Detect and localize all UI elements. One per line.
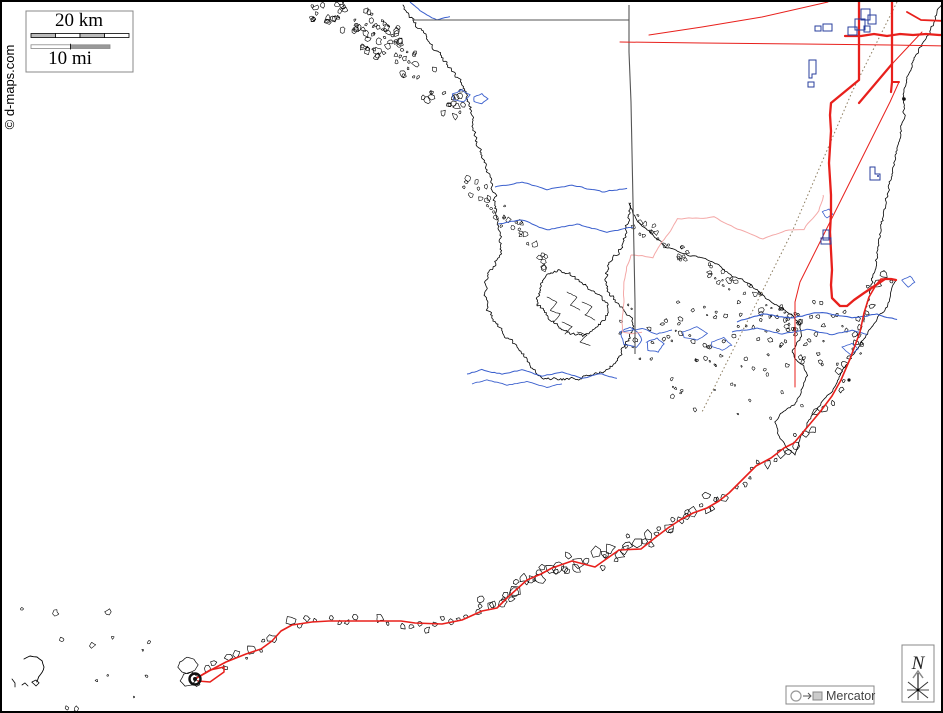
svg-text:© d-maps.com: © d-maps.com <box>2 45 17 130</box>
svg-text:Mercator: Mercator <box>826 689 875 703</box>
svg-text:10 mi: 10 mi <box>48 48 92 69</box>
svg-text:20 km: 20 km <box>55 10 103 31</box>
